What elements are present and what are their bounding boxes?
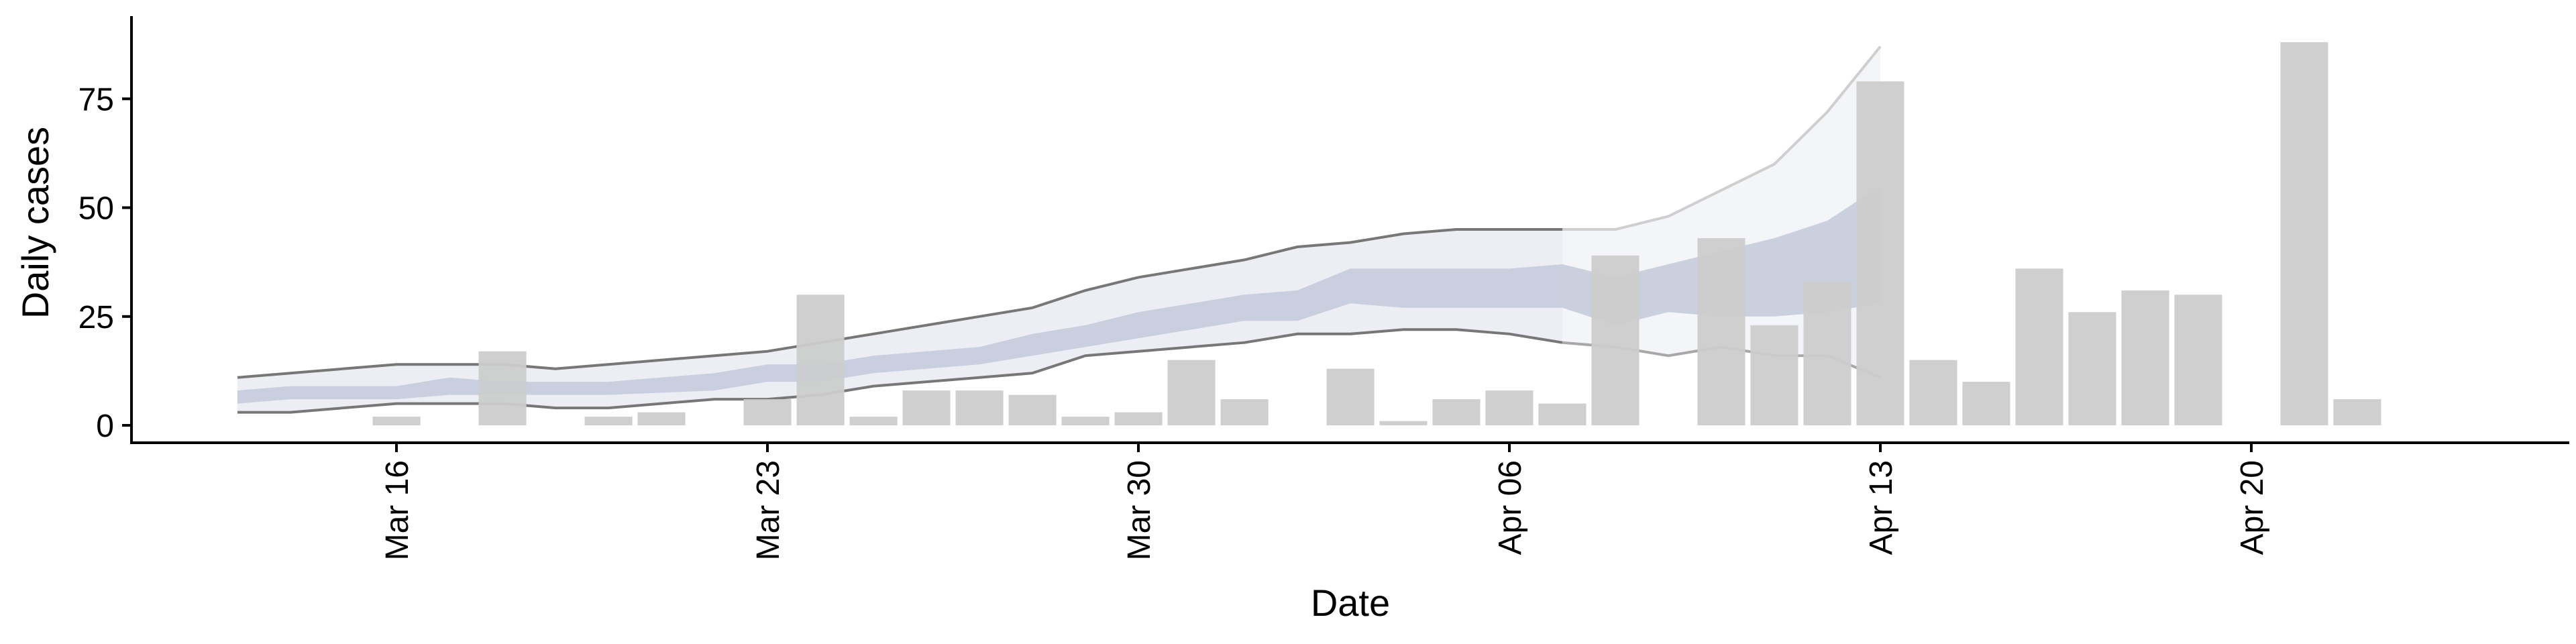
bar xyxy=(2068,312,2116,425)
bar xyxy=(902,390,951,425)
bar xyxy=(1114,412,1163,426)
bar xyxy=(1538,403,1587,425)
axis-layer xyxy=(130,16,2569,444)
y-axis-title: Daily cases xyxy=(14,127,56,319)
bar xyxy=(637,412,686,426)
bar xyxy=(2333,399,2381,425)
x-tick-label: Apr 20 xyxy=(2235,460,2270,555)
x-tick-label: Mar 16 xyxy=(380,460,415,560)
y-tick-label: 25 xyxy=(78,300,114,335)
bar xyxy=(1432,399,1481,425)
bar xyxy=(955,390,1004,425)
bar xyxy=(1591,255,1640,425)
bar xyxy=(1061,417,1110,426)
bar xyxy=(849,417,898,426)
bar xyxy=(2121,290,2169,426)
bar xyxy=(2174,294,2222,425)
upper-bound-line-forecast xyxy=(1562,46,1882,231)
y-tick-label: 75 xyxy=(78,82,114,117)
bar xyxy=(1167,360,1216,425)
x-tick-layer: Mar 16 Mar 23 Mar 30 Apr 06 Apr 13 Apr 20 xyxy=(380,443,2270,560)
bar xyxy=(1750,325,1799,426)
x-tick-label: Apr 06 xyxy=(1493,460,1528,555)
bar xyxy=(478,351,527,425)
bar xyxy=(796,294,845,425)
x-axis-title: Date xyxy=(1311,582,1390,624)
inner-credible-band xyxy=(237,186,1880,404)
x-tick-label: Mar 23 xyxy=(751,460,786,560)
band-layer xyxy=(237,46,1880,413)
bar xyxy=(743,399,792,425)
y-tick-layer: 0 25 50 75 xyxy=(78,82,131,444)
bar xyxy=(1803,281,1851,426)
bar xyxy=(1379,421,1428,426)
y-tick-label: 50 xyxy=(78,191,114,227)
bar xyxy=(1856,81,1904,426)
bar xyxy=(1008,394,1057,425)
bar xyxy=(1697,238,1746,426)
bar xyxy=(372,417,421,426)
bar xyxy=(1220,399,1269,425)
bar xyxy=(1326,368,1375,426)
bar xyxy=(1962,382,2010,425)
y-tick-label: 0 xyxy=(96,409,114,444)
bar xyxy=(1485,390,1534,425)
bar xyxy=(2015,268,2063,425)
x-tick-label: Apr 13 xyxy=(1864,460,1899,555)
bar xyxy=(1909,360,1957,425)
outer-credible-band xyxy=(237,229,1562,413)
bar-layer xyxy=(372,42,2381,426)
bar xyxy=(2280,42,2328,425)
x-tick-label: Mar 30 xyxy=(1122,460,1157,560)
bar xyxy=(584,417,633,426)
